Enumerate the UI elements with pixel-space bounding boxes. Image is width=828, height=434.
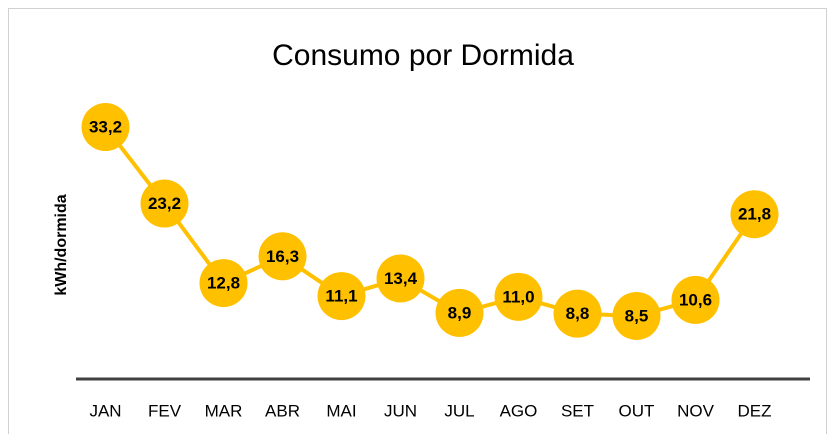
x-tick-label: NOV <box>677 401 715 420</box>
data-label: 11,0 <box>502 287 534 306</box>
data-point <box>81 103 130 152</box>
data-point <box>612 291 661 340</box>
y-axis-label: kWh/dormida <box>53 194 70 295</box>
data-label: 8,8 <box>566 304 590 323</box>
x-tick-label: MAI <box>326 401 356 420</box>
x-tick-label: ABR <box>265 401 300 420</box>
data-point <box>199 259 248 308</box>
x-tick-label: JUN <box>384 401 417 420</box>
data-label: 10,6 <box>679 290 712 309</box>
x-tick-label: DEZ <box>738 401 772 420</box>
data-label: 12,8 <box>207 274 240 293</box>
data-label: 23,2 <box>148 194 181 213</box>
data-label: 8,9 <box>448 303 472 322</box>
x-tick-label: JAN <box>89 401 121 420</box>
chart-border <box>8 8 827 434</box>
x-tick-label: AGO <box>500 401 538 420</box>
data-point <box>435 288 484 337</box>
data-point <box>376 254 425 303</box>
x-tick-label: JUL <box>444 401 474 420</box>
x-tick-label: MAR <box>205 401 243 420</box>
data-point <box>671 275 720 324</box>
data-point <box>553 289 602 338</box>
data-point <box>730 190 779 239</box>
data-label: 16,3 <box>266 247 299 266</box>
data-label: 11,1 <box>325 287 357 306</box>
data-point <box>494 272 543 321</box>
data-point <box>258 232 307 281</box>
x-tick-label: OUT <box>619 401 655 420</box>
data-point <box>140 179 189 228</box>
data-label: 33,2 <box>89 118 122 137</box>
data-label: 8,5 <box>625 306 649 325</box>
data-label: 13,4 <box>384 269 418 288</box>
data-point <box>317 272 366 321</box>
x-tick-label: FEV <box>148 401 182 420</box>
data-label: 21,8 <box>738 205 771 224</box>
x-tick-label: SET <box>561 401 594 420</box>
chart-title: Consumo por Dormida <box>272 39 574 72</box>
